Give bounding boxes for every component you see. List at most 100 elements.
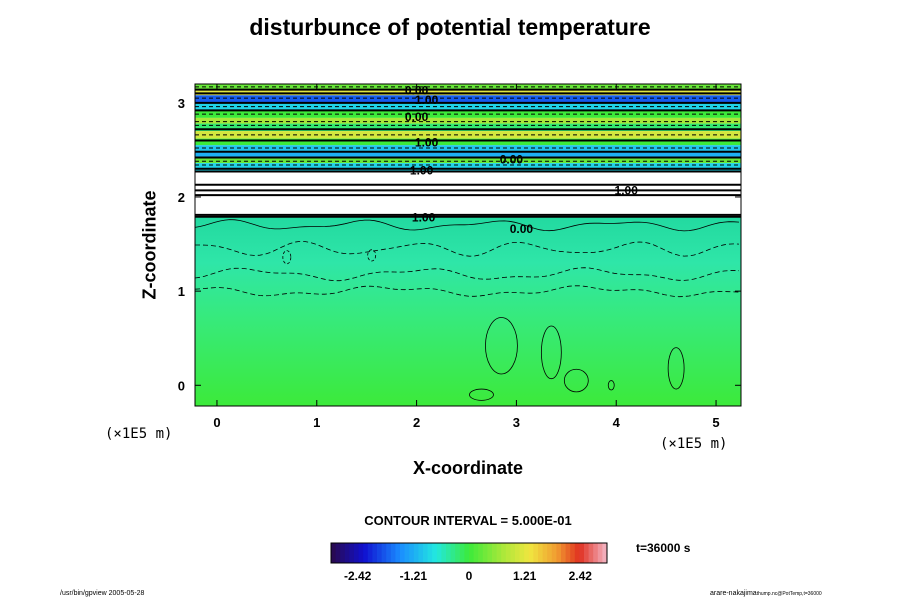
footer-author-source: thump.nc@PotTemp,t=36000 [756, 591, 822, 597]
colorbar-cell-15 [400, 543, 406, 563]
contour-wave-3 [195, 285, 740, 298]
colorbar-cell-14 [395, 543, 401, 563]
colorbar-tick-label-0: -2.42 [344, 569, 372, 583]
colorbar-cell-41 [519, 543, 525, 563]
colorbar-cell-5 [354, 543, 360, 563]
colorbar-cell-17 [409, 543, 415, 563]
colorbar-cell-53 [574, 543, 580, 563]
colorbar-cell-42 [524, 543, 530, 563]
colorbar-cell-58 [597, 543, 603, 563]
colorbar-cell-8 [367, 543, 373, 563]
colorbar-cell-7 [363, 543, 369, 563]
y-tick-label-1: 1 [178, 284, 185, 299]
contour-label-3: 1.00 [415, 135, 439, 149]
plot-area [195, 84, 741, 406]
colorbar-cell-57 [593, 543, 599, 563]
contour-label-0: 0.00 [405, 84, 429, 98]
colorbar-cell-33 [482, 543, 488, 563]
plot-frame [194, 83, 742, 407]
contour-label-5: 1.00 [410, 164, 434, 178]
y-tick-label-0: 0 [178, 378, 185, 393]
colorbar-cell-48 [551, 543, 557, 563]
x-tick-label-1: 1 [313, 415, 320, 430]
contour-label-7: 1.00 [412, 211, 436, 225]
colorbar-cell-49 [556, 543, 562, 563]
contour-wave-2 [195, 267, 740, 282]
contour-small-1 [367, 249, 377, 262]
colorbar-cell-26 [450, 543, 456, 563]
contour-blob-1 [540, 325, 562, 380]
x-tick-label-3: 3 [513, 415, 520, 430]
colorbar-cell-32 [478, 543, 484, 563]
colorbar-cell-19 [418, 543, 424, 563]
contour-blob-3 [667, 347, 685, 390]
colorbar-cell-50 [561, 543, 567, 563]
field-band-8 [195, 138, 741, 146]
field-lower [195, 215, 741, 406]
contour-blob-0 [485, 317, 518, 375]
colorbar-cell-51 [565, 543, 571, 563]
x-tick-label-0: 0 [213, 415, 220, 430]
colorbar-cell-16 [404, 543, 410, 563]
colorbar-cell-25 [446, 543, 452, 563]
contour-small-0 [282, 250, 292, 265]
colorbar-cell-56 [588, 543, 594, 563]
colorbar-cell-39 [510, 543, 516, 563]
colorbar-cell-37 [501, 543, 507, 563]
contour-label-1: 1.00 [415, 93, 439, 107]
colorbar-cell-9 [372, 543, 378, 563]
colorbar-cell-29 [464, 543, 470, 563]
colorbar-tick-label-4: 2.42 [569, 569, 593, 583]
colorbar-cell-47 [547, 543, 553, 563]
field-band-10 [195, 151, 741, 158]
colorbar-cell-36 [496, 543, 502, 563]
contour-label-2: 0.00 [405, 110, 429, 124]
colorbar-tick-label-1: -1.21 [400, 569, 428, 583]
colorbar-cell-35 [492, 543, 498, 563]
colorbar-cell-1 [335, 543, 341, 563]
x-tick-label-2: 2 [413, 415, 420, 430]
y-tick-label-3: 3 [178, 96, 185, 111]
contour-interval-text: CONTOUR INTERVAL = 5.000E-01 [364, 513, 572, 528]
field-band-11 [195, 157, 741, 164]
footer-program: /usr/bin/gpview 2005-05-28 [60, 590, 145, 597]
colorbar-cell-30 [469, 543, 475, 563]
colorbar-cell-2 [340, 543, 346, 563]
colorbar-tick-label-3: 1.21 [513, 569, 537, 583]
colorbar: -2.42 -1.21 0 1.21 2.42 [330, 542, 608, 583]
colorbar-cell-11 [381, 543, 387, 563]
colorbar-cell-54 [579, 543, 585, 563]
field-band-5 [195, 117, 741, 124]
footer-author-main: arare-nakajima [710, 590, 757, 597]
colorbar-cell-59 [602, 543, 608, 563]
footer-author: arare-nakajimathump.nc@PotTemp,t=36000 [710, 590, 822, 597]
colorbar-cell-22 [432, 543, 438, 563]
colorbar-tick-label-2: 0 [466, 569, 473, 583]
colorbar-cell-43 [528, 543, 534, 563]
x-tick-label-4: 4 [613, 415, 621, 430]
axes: 0 1 2 3 4 5 0 1 2 3 [178, 84, 741, 430]
colorbar-cell-28 [459, 543, 465, 563]
contour-blob-2 [563, 368, 589, 393]
colorbar-cell-27 [455, 543, 461, 563]
colorbar-cell-24 [441, 543, 447, 563]
colorbar-cell-31 [473, 543, 479, 563]
chart-title: disturbunce of potential temperature [249, 14, 651, 40]
colorbar-cell-45 [538, 543, 544, 563]
colorbar-cell-40 [515, 543, 521, 563]
colorbar-cell-0 [331, 543, 337, 563]
time-label: t=36000 s [636, 541, 691, 555]
field-white-band [195, 171, 741, 216]
colorbar-cell-46 [542, 543, 548, 563]
contour-wave-1 [195, 240, 740, 257]
colorbar-cell-34 [487, 543, 493, 563]
colorbar-cell-4 [349, 543, 355, 563]
colorbar-cell-12 [386, 543, 392, 563]
contour-labels: 0.001.000.001.000.001.001.001.000.00 [405, 84, 638, 236]
x-tick-label-5: 5 [712, 415, 719, 430]
x-axis-label: X-coordinate [412, 458, 523, 478]
colorbar-cell-6 [358, 543, 364, 563]
colorbar-frame [330, 542, 608, 564]
contour-blob-4 [469, 388, 494, 401]
colorbar-cell-21 [427, 543, 433, 563]
